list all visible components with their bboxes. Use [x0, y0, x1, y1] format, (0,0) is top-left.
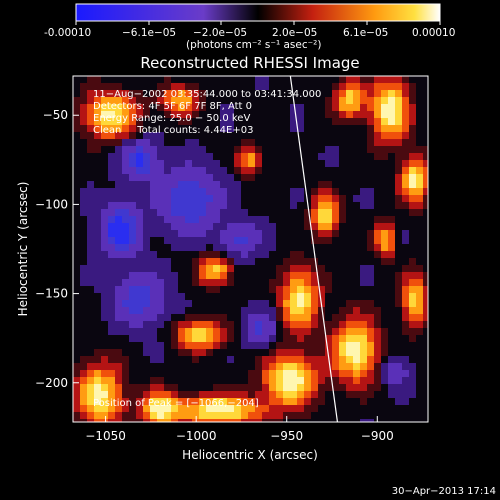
x-tick-label: −950 [270, 429, 303, 443]
y-tick-label: −150 [35, 287, 68, 301]
x-tick-label: −1000 [176, 429, 217, 443]
colorbar-tick-label: -0.00010 [44, 27, 91, 39]
footer-timestamp: 30−Apr−2013 17:14 [392, 486, 496, 497]
x-tick-label: −1050 [85, 429, 126, 443]
colorbar-tick-label: 2.0e−05 [272, 27, 317, 39]
x-axis-ticks: −1050 −1000 −950 −900 [85, 416, 394, 443]
info-counts: Clean Total counts: 4.44E+03 [93, 125, 253, 136]
plot-title: Reconstructed RHESSI Image [140, 54, 359, 72]
y-tick-label: −200 [35, 376, 68, 390]
y-axis-label: Heliocentric Y (arcsec) [16, 182, 30, 317]
heatmap-image [73, 76, 428, 422]
plot-frame [72, 75, 429, 423]
y-tick-label: −50 [43, 108, 68, 122]
colorbar-tick-label: −2.0e−05 [193, 27, 247, 39]
colorbar-ticks [75, 21, 441, 25]
info-time-range: 11−Aug−2002 03:35:44.000 to 03:41:34.000 [93, 89, 321, 100]
colorbar-units: (photons cm⁻² s⁻¹ asec⁻²) [186, 39, 321, 51]
info-detectors: Detectors: 4F 5F 6F 7F 8F, Att 0 [93, 101, 252, 112]
info-peak-position: Position of Peak = [−1066,−204] [93, 398, 259, 409]
solar-limb-line [289, 76, 339, 422]
y-tick-label: −100 [35, 197, 68, 211]
colorbar-tick-label: 6.1e−05 [343, 27, 388, 39]
colorbar-tick-label: −6.1e−05 [122, 27, 176, 39]
info-energy-range: Energy Range: 25.0 − 50.0 keV [93, 113, 250, 124]
colorbar [75, 3, 441, 22]
x-axis-label: Heliocentric X (arcsec) [182, 448, 318, 462]
y-axis-ticks: −200 −150 −100 −50 [35, 108, 79, 390]
colorbar-tick-label: 0.00010 [412, 27, 455, 39]
x-tick-label: −900 [361, 429, 394, 443]
